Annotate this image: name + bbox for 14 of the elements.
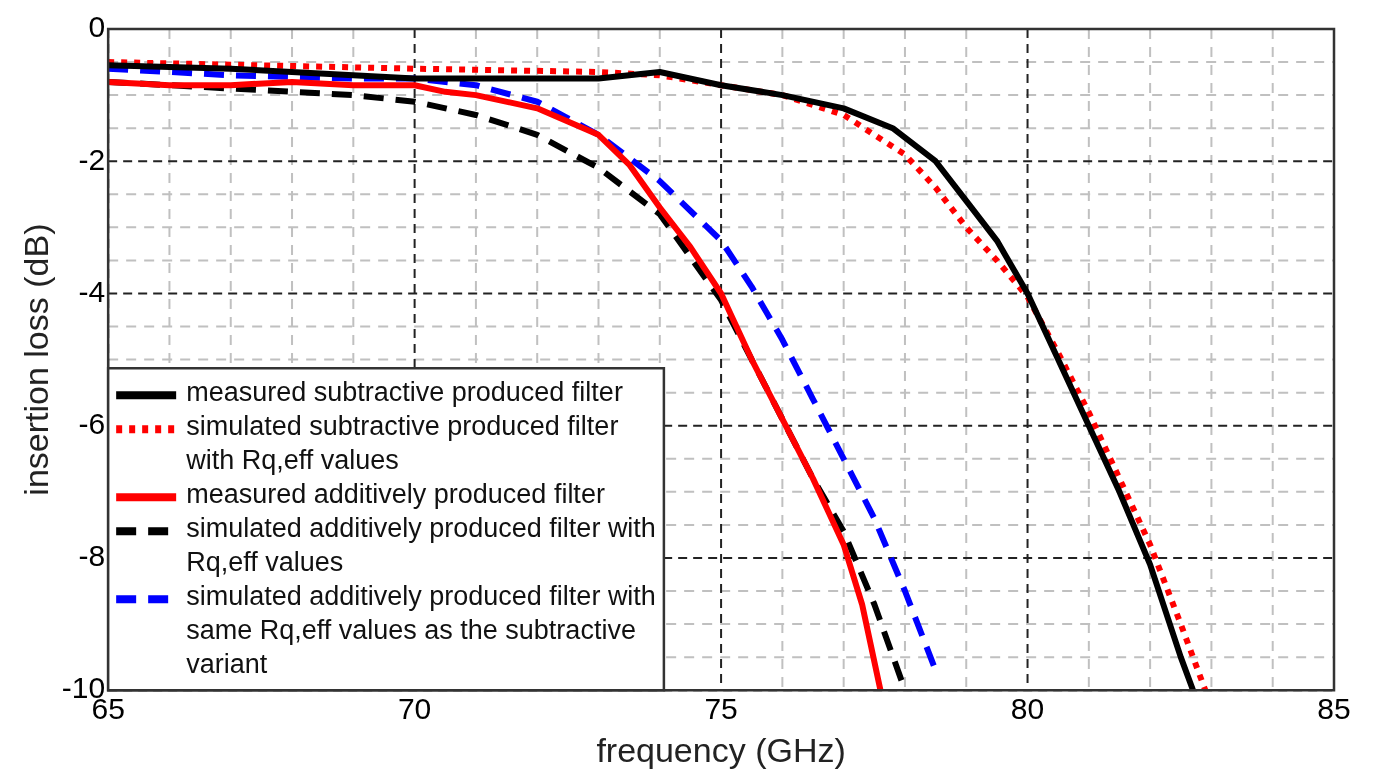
y-tick-label: 0 — [88, 10, 106, 44]
x-axis-title: frequency (GHz) — [596, 730, 846, 769]
x-tick-label: 70 — [397, 692, 432, 726]
x-tick-label: 80 — [1010, 692, 1045, 726]
legend-label: measured subtractive produced filter — [186, 376, 623, 407]
y-tick-label: -4 — [78, 274, 106, 308]
x-tick-label: 75 — [704, 692, 738, 726]
legend-label: simulated additively produced filter with same Rq,eff values as the subtractive variant — [186, 580, 656, 679]
y-axis-title: insertion loss (dB) — [16, 223, 55, 496]
x-tick-label: 85 — [1317, 692, 1351, 726]
y-tick-label: -8 — [78, 539, 106, 573]
y-tick-label: -2 — [78, 142, 106, 176]
legend-label: measured additively produced filter — [186, 478, 605, 509]
y-tick-label: -6 — [78, 406, 106, 440]
